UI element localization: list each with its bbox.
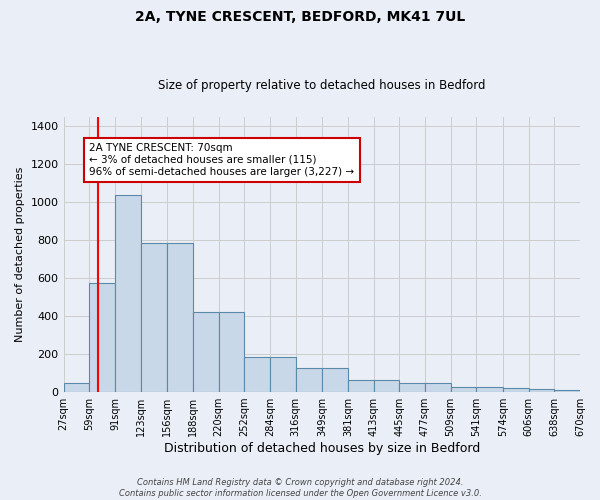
- Bar: [322, 368, 348, 392]
- Bar: [374, 380, 399, 392]
- Bar: [554, 390, 580, 392]
- Bar: [244, 357, 270, 392]
- Y-axis label: Number of detached properties: Number of detached properties: [15, 166, 25, 342]
- Bar: [529, 389, 554, 392]
- Bar: [451, 388, 476, 392]
- Bar: [399, 382, 425, 392]
- Bar: [270, 357, 296, 392]
- Bar: [476, 388, 503, 392]
- X-axis label: Distribution of detached houses by size in Bedford: Distribution of detached houses by size …: [164, 442, 480, 455]
- Bar: [64, 382, 89, 392]
- Bar: [503, 388, 529, 392]
- Bar: [89, 283, 115, 392]
- Bar: [218, 312, 244, 392]
- Text: 2A, TYNE CRESCENT, BEDFORD, MK41 7UL: 2A, TYNE CRESCENT, BEDFORD, MK41 7UL: [135, 10, 465, 24]
- Bar: [296, 368, 322, 392]
- Title: Size of property relative to detached houses in Bedford: Size of property relative to detached ho…: [158, 79, 485, 92]
- Bar: [140, 243, 167, 392]
- Bar: [425, 382, 451, 392]
- Bar: [193, 312, 218, 392]
- Text: 2A TYNE CRESCENT: 70sqm
← 3% of detached houses are smaller (115)
96% of semi-de: 2A TYNE CRESCENT: 70sqm ← 3% of detached…: [89, 144, 355, 176]
- Bar: [115, 194, 140, 392]
- Bar: [167, 243, 193, 392]
- Text: Contains HM Land Registry data © Crown copyright and database right 2024.
Contai: Contains HM Land Registry data © Crown c…: [119, 478, 481, 498]
- Bar: [348, 380, 374, 392]
